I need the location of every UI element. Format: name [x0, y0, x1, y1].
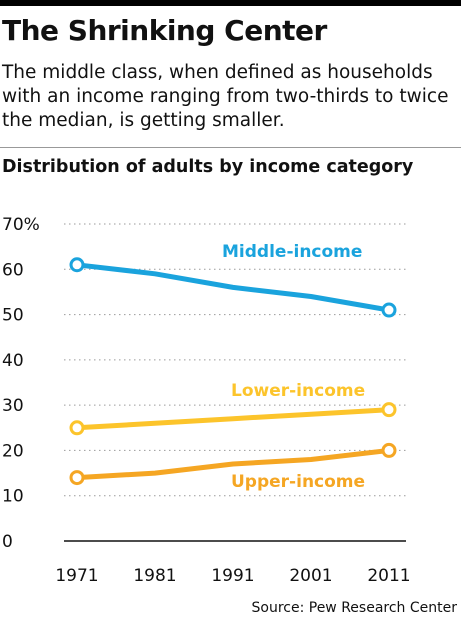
series-label: Middle-income: [222, 242, 362, 262]
y-tick-label: 0: [2, 532, 13, 552]
endpoint-marker: [69, 470, 85, 486]
endpoint-marker: [69, 257, 85, 273]
y-axis-labels: 0 10 20 30 40 50 60 70%: [2, 215, 40, 552]
endpoint-marker: [381, 302, 397, 318]
x-axis-labels: 1971 1981 1991 2001 2011: [55, 566, 410, 586]
y-tick-label: 30: [2, 396, 24, 416]
series-label: Upper-income: [231, 472, 365, 492]
series-labels: Middle-income Lower-income Upper-income: [222, 242, 365, 492]
y-tick-label: 70%: [2, 215, 40, 235]
x-tick-label: 1981: [133, 566, 176, 586]
series-lines: [69, 257, 397, 486]
y-tick-label: 40: [2, 351, 24, 371]
x-tick-label: 2011: [367, 566, 410, 586]
y-tick-label: 20: [2, 441, 24, 461]
x-tick-label: 1991: [211, 566, 254, 586]
series-label: Lower-income: [231, 381, 365, 401]
line-chart: 0 10 20 30 40 50 60 70% 1971 1981 1991 2001 2011 Mi…: [2, 215, 411, 586]
y-tick-label: 50: [2, 306, 24, 326]
x-tick-label: 2001: [289, 566, 332, 586]
grid: [64, 223, 406, 542]
endpoint-marker: [69, 420, 85, 436]
top-bar: [0, 0, 461, 6]
chart-title: Distribution of adults by income categor…: [2, 157, 414, 177]
series-line: [74, 407, 392, 431]
y-tick-label: 60: [2, 260, 24, 280]
x-tick-label: 1971: [55, 566, 98, 586]
endpoint-marker: [381, 442, 397, 458]
series-line: [74, 447, 392, 481]
series-line: [74, 262, 392, 313]
y-tick-label: 10: [2, 487, 24, 507]
page-title: The Shrinking Center: [2, 14, 327, 47]
series-2: [69, 442, 397, 486]
endpoint-marker: [381, 402, 397, 418]
divider: [0, 147, 461, 148]
source-note: Source: Pew Research Center: [251, 600, 458, 616]
series-0: [69, 257, 397, 318]
series-1: [69, 402, 397, 436]
subtitle: The middle class, when defined as househ…: [2, 62, 449, 131]
